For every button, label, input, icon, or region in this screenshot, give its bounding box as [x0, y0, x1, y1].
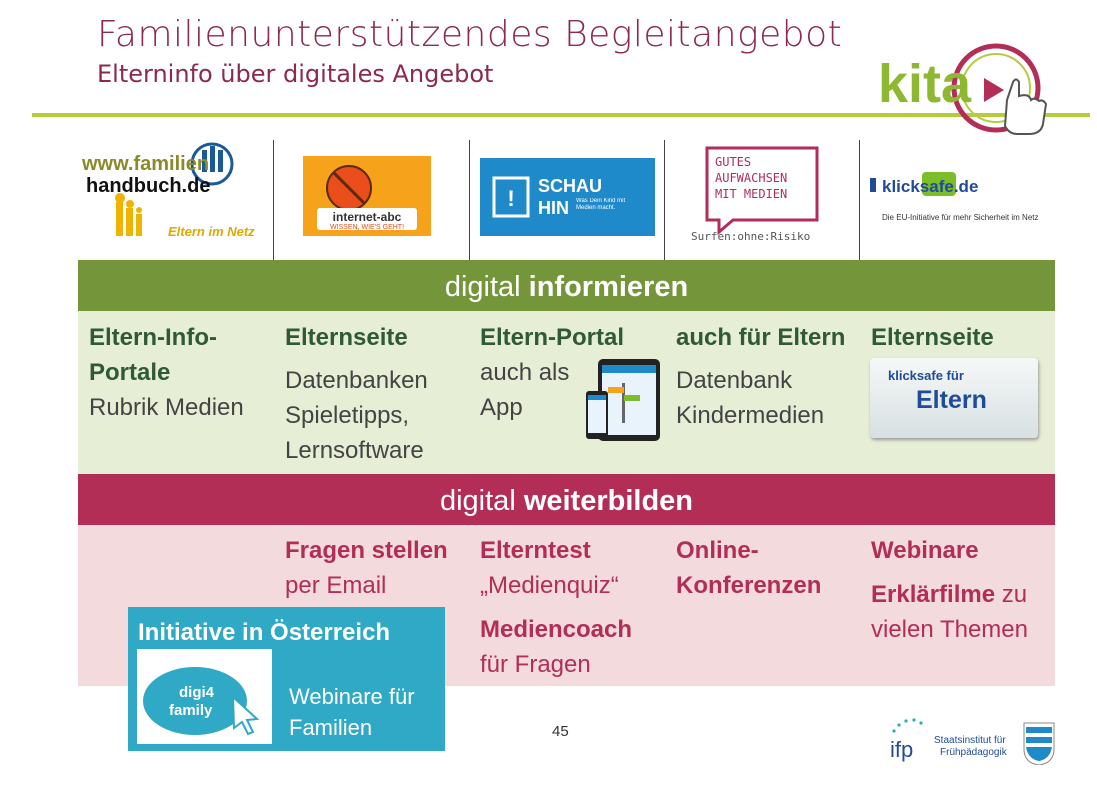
schau-hin-logo[interactable]: ! SCHAU HIN Was Dein Kind mit Medien mac…	[480, 158, 655, 236]
svg-text:AUFWACHSEN: AUFWACHSEN	[715, 171, 787, 185]
svg-text:family: family	[169, 702, 213, 719]
svg-text:SCHAU: SCHAU	[538, 176, 602, 196]
svg-text:ifp: ifp	[890, 737, 913, 762]
svg-text:WISSEN, WIE'S GEHT!: WISSEN, WIE'S GEHT!	[330, 224, 404, 231]
klicksafe-logo[interactable]: klicksafe.de Die EU-Initiative für mehr …	[868, 166, 1046, 226]
austria-description: Webinare für Familien	[289, 684, 415, 740]
page-number: 45	[552, 723, 569, 740]
inform-cell-3: Eltern-Portal auch als App	[480, 324, 625, 421]
page-subtitle: Elterninfo über digitales Angebot	[97, 60, 494, 88]
svg-text:Staatsinstitut für: Staatsinstitut für	[934, 735, 1006, 746]
svg-text:Surfen:ohne:Risiko: Surfen:ohne:Risiko	[691, 230, 810, 243]
band-digital-informieren: digital informieren	[78, 260, 1055, 311]
band-strong: informieren	[528, 271, 689, 303]
familienhandbuch-logo[interactable]: www.familien handbuch.de Eltern im Netz	[80, 140, 270, 255]
gutes-aufwachsen-logo[interactable]: GUTES AUFWACHSEN MIT MEDIEN Surfen:ohne:…	[689, 144, 839, 244]
svg-text:HIN: HIN	[538, 198, 569, 218]
page-title: Familienunterstützendes Begleitangebot	[97, 14, 843, 55]
app-devices-image	[586, 359, 660, 441]
svg-text:!: !	[507, 186, 514, 211]
inform-cell-5: Elternseite	[871, 324, 994, 351]
band-digital-weiterbilden: digital weiterbilden	[78, 474, 1055, 525]
digi4family-logo[interactable]: digi4 family	[137, 649, 272, 744]
svg-text:Eltern im Netz: Eltern im Netz	[168, 224, 255, 239]
svg-text:MIT MEDIEN: MIT MEDIEN	[715, 187, 787, 201]
educate-cell-2: Fragen stellen per Email	[285, 537, 448, 599]
inform-cell-1: Eltern-Info-Portale Rubrik Medien	[89, 324, 244, 421]
svg-text:internet-abc: internet-abc	[333, 210, 402, 224]
educate-cell-3: Elterntest „Medienquiz“ Mediencoach für …	[480, 537, 633, 678]
klicksafe-eltern-card: klicksafe für Eltern	[870, 358, 1038, 438]
svg-text:handbuch.de: handbuch.de	[86, 175, 210, 197]
svg-text:klicksafe.de: klicksafe.de	[882, 177, 978, 196]
inform-cell-4: auch für Eltern Datenbank Kindermedien	[676, 324, 846, 429]
inform-cell-2: Elternseite Datenbanken Spieletipps, Ler…	[285, 324, 428, 464]
svg-text:GUTES: GUTES	[715, 155, 751, 169]
svg-text:digi4: digi4	[179, 684, 215, 701]
ifp-logo: ifp Staatsinstitut für Frühpädagogik	[890, 718, 1055, 765]
internet-abc-logo[interactable]: internet-abc WISSEN, WIE'S GEHT!	[303, 156, 431, 236]
svg-text:Frühpädagogik: Frühpädagogik	[940, 747, 1008, 758]
title-divider	[32, 113, 1090, 117]
educate-cell-4: Online-Konferenzen	[676, 537, 822, 599]
band-prefix: digital	[444, 271, 529, 303]
austria-initiative-box: Initiative in Österreich digi4 family We…	[128, 607, 445, 751]
austria-title: Initiative in Österreich	[138, 619, 391, 646]
svg-text:www.familien: www.familien	[81, 153, 209, 175]
svg-text:Die EU-Initiative für mehr Sic: Die EU-Initiative für mehr Sicherheit im…	[882, 213, 1039, 222]
band-prefix: digital	[439, 485, 524, 517]
kita-logo-text: kita	[878, 54, 972, 114]
band-strong: weiterbilden	[523, 485, 694, 517]
kita-logo: kita	[878, 43, 1048, 135]
educate-cell-5: Webinare Erklärfilme zu vielen Themen	[871, 537, 1028, 643]
